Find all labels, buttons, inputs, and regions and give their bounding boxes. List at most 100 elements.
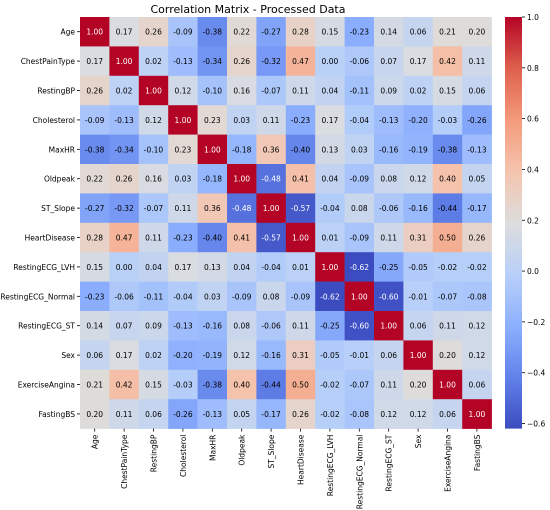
heatmap-cell — [80, 46, 110, 77]
cell-value-label: 0.16 — [145, 175, 162, 184]
cell-value-label: 0.41 — [292, 175, 309, 184]
cell-value-label: 0.00 — [322, 57, 339, 66]
heatmap-cell — [227, 281, 257, 312]
row-label: FastingBS — [39, 410, 76, 419]
heatmap-cell — [80, 340, 110, 371]
cell-value-label: -0.26 — [467, 116, 487, 125]
heatmap-cell — [109, 17, 140, 47]
heatmap-cell — [374, 105, 404, 135]
heatmap-cell — [315, 134, 345, 165]
heatmap-cell — [227, 399, 257, 429]
heatmap-cell — [80, 311, 110, 341]
cell-value-label: -0.40 — [203, 234, 223, 243]
heatmap-cell — [168, 340, 198, 371]
heatmap-cell — [315, 105, 345, 135]
heatmap-cell — [374, 369, 404, 400]
cell-value-label: -0.38 — [203, 28, 223, 37]
cell-value-label: 0.20 — [410, 381, 427, 390]
heatmap-cell — [403, 281, 434, 312]
heatmap-cell — [285, 134, 316, 165]
cell-value-label: 0.08 — [351, 204, 368, 213]
cell-value-label: -0.04 — [173, 292, 193, 301]
heatmap-cell — [344, 17, 375, 47]
cell-value-label: 0.14 — [86, 322, 103, 331]
heatmap-cell — [138, 399, 169, 429]
heatmap-cell — [197, 164, 228, 194]
cell-value-label: -0.17 — [261, 410, 281, 419]
cell-value-label: 1.00 — [116, 57, 133, 66]
heatmap-cell — [168, 311, 198, 341]
cell-value-label: 0.26 — [292, 410, 309, 419]
cell-value-label: -0.18 — [203, 175, 223, 184]
heatmap-cell — [138, 311, 169, 341]
cell-value-label: 0.06 — [410, 28, 427, 37]
cell-value-label: 0.31 — [292, 351, 309, 360]
column-label: FastingBS — [473, 434, 482, 471]
heatmap-cell — [462, 17, 492, 47]
heatmap-cell — [109, 75, 140, 106]
colorbar-tick-label: 1.0 — [527, 13, 539, 22]
cell-value-label: 0.15 — [145, 381, 162, 390]
cell-value-label: -0.04 — [350, 116, 370, 125]
cell-value-label: 0.01 — [292, 263, 309, 272]
cell-value-label: 0.13 — [204, 263, 221, 272]
cell-value-label: -0.62 — [350, 263, 370, 272]
cell-value-label: -0.09 — [232, 292, 252, 301]
cell-value-label: 0.12 — [410, 175, 427, 184]
cell-value-label: -0.16 — [203, 322, 223, 331]
heatmap-cell — [197, 252, 228, 282]
cell-value-label: 0.02 — [410, 87, 427, 96]
cell-value-label: 0.09 — [380, 87, 397, 96]
column-label: MaxHR — [208, 435, 217, 461]
cell-value-label: 0.08 — [233, 322, 250, 331]
heatmap-cell — [138, 340, 169, 371]
heatmap-cell — [227, 340, 257, 371]
cell-value-label: -0.48 — [261, 175, 281, 184]
cell-value-label: 0.16 — [233, 87, 250, 96]
cell-value-label: 0.06 — [439, 410, 456, 419]
heatmap-cell — [432, 46, 463, 77]
cell-value-label: -0.05 — [408, 263, 428, 272]
heatmap-cell — [256, 399, 287, 429]
cell-value-label: 0.12 — [380, 410, 397, 419]
heatmap-cell — [197, 75, 228, 106]
heatmap-cell — [344, 193, 375, 224]
heatmap-cell — [462, 281, 492, 312]
cell-value-label: -0.02 — [320, 410, 340, 419]
cell-value-label: 0.23 — [204, 116, 221, 125]
heatmap-cell — [227, 222, 257, 253]
cell-value-label: 0.08 — [263, 292, 280, 301]
cell-value-label: -0.06 — [379, 204, 399, 213]
heatmap-cell — [374, 193, 404, 224]
heatmap-cell — [374, 134, 404, 165]
cell-value-label: 0.07 — [116, 322, 133, 331]
row-label: Sex — [61, 351, 75, 360]
heatmap-cell — [168, 105, 198, 135]
cell-value-label: 0.06 — [469, 87, 486, 96]
heatmap-cell — [432, 369, 463, 400]
cell-value-label: -0.13 — [173, 322, 193, 331]
column-label: HeartDisease — [297, 434, 306, 485]
cell-value-label: 0.28 — [86, 234, 103, 243]
cell-value-label: -0.60 — [350, 322, 370, 331]
cell-value-label: -0.11 — [350, 87, 370, 96]
heatmap-cell — [344, 134, 375, 165]
cell-value-label: 0.11 — [380, 234, 397, 243]
colorbar: 1.0 0.8 0.6 0.4 0.2 0.0 −0.2 −0.4 −0.6 — [505, 13, 545, 429]
cell-value-label: 0.06 — [380, 351, 397, 360]
cell-value-label: -0.25 — [379, 263, 399, 272]
cell-value-label: 1.00 — [380, 322, 397, 331]
cell-value-label: 0.11 — [380, 381, 397, 390]
heatmap-cell — [109, 399, 140, 429]
heatmap-cell — [138, 46, 169, 77]
cell-value-label: 0.12 — [145, 116, 162, 125]
cell-value-label: 0.20 — [439, 351, 456, 360]
column-label: ExerciseAngina — [444, 435, 453, 492]
cell-value-label: 0.12 — [233, 351, 250, 360]
heatmap-cell — [374, 222, 404, 253]
cell-value-label: 0.26 — [116, 175, 133, 184]
cell-value-label: 0.09 — [145, 322, 162, 331]
heatmap-cell — [256, 311, 287, 341]
cell-value-label: 0.05 — [233, 410, 250, 419]
